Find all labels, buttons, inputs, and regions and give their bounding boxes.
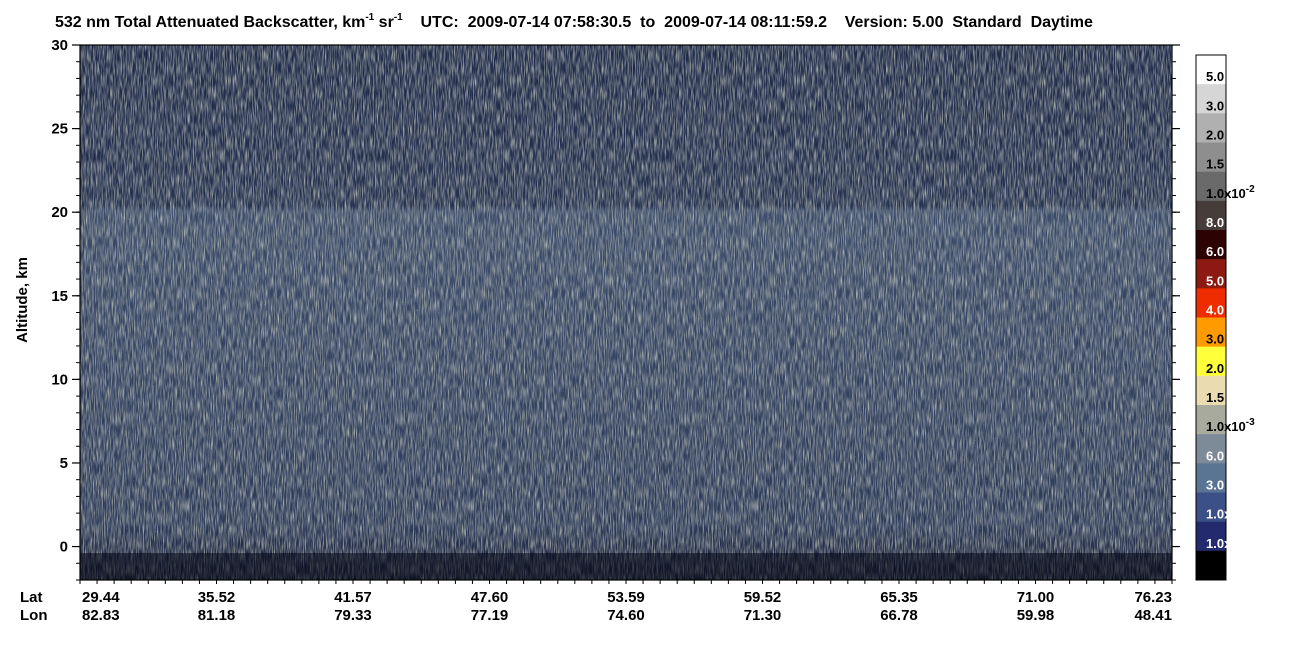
colorbar-swatch xyxy=(1196,113,1226,143)
colorbar-label-text: 3.0 xyxy=(1206,332,1224,347)
y-tick-label: 20 xyxy=(51,204,68,221)
colorbar-label-text: 2.0 xyxy=(1206,361,1224,376)
y-tick-label: 15 xyxy=(51,288,68,305)
colorbar-label-text: 1.0x10 xyxy=(1206,536,1246,551)
colorbar-swatch xyxy=(1196,317,1226,347)
colorbar-swatch xyxy=(1196,346,1226,377)
colorbar-swatch xyxy=(1196,492,1226,522)
colorbar-swatch xyxy=(1196,259,1226,289)
colorbar-label-exponent: -2 xyxy=(1246,184,1255,195)
colorbar-label: 3.0 xyxy=(1206,98,1224,113)
colorbar-label-text: 3.0 xyxy=(1206,478,1224,493)
colorbar-swatch xyxy=(1196,171,1226,202)
colorbar-label-text: 5.0 xyxy=(1206,69,1224,84)
colorbar-label-exponent: -4 xyxy=(1246,505,1255,516)
x-tick-label: 77.19 xyxy=(471,607,509,624)
title-text: 532 nm Total Attenuated Backscatter, km xyxy=(55,14,365,31)
colorbar-label-text: 6.0 xyxy=(1206,448,1224,463)
title-text: sr xyxy=(374,14,394,31)
colorbar-label-exponent: -3 xyxy=(1246,417,1255,428)
y-tick-label: 10 xyxy=(51,371,68,388)
plot-area xyxy=(79,44,1173,581)
colorbar-label: 2.0 xyxy=(1206,361,1224,376)
colorbar-swatch xyxy=(1196,84,1226,114)
colorbar-label-text: 5.0 xyxy=(1206,273,1224,288)
y-tick-label: 30 xyxy=(51,37,68,54)
colorbar-label-text: 1.5 xyxy=(1206,390,1224,405)
x-tick-label: 35.52 xyxy=(198,589,236,606)
colorbar-label-text: 1.0x10 xyxy=(1206,419,1246,434)
y-tick-label: 5 xyxy=(60,455,68,472)
colorbar-swatch xyxy=(1196,550,1226,581)
backscatter-speckle xyxy=(80,213,1172,553)
x-tick-label: 66.78 xyxy=(880,607,918,624)
colorbar-swatch xyxy=(1196,55,1226,85)
x-tick-label: 48.41 xyxy=(1134,607,1172,624)
colorbar-swatch xyxy=(1196,200,1226,231)
colorbar-label-text: 1.0x10 xyxy=(1206,186,1246,201)
colorbar-label-text: 4.0 xyxy=(1206,303,1224,318)
x-row-name: Lat xyxy=(20,589,43,606)
colorbar-label-text: 2.0 xyxy=(1206,128,1224,143)
colorbar-swatch xyxy=(1196,142,1226,172)
colorbar-label-text: 3.0 xyxy=(1206,98,1224,113)
colorbar-label: 1.5 xyxy=(1206,157,1224,172)
colorbar-swatch xyxy=(1196,434,1226,464)
chart-title: 532 nm Total Attenuated Backscatter, km-… xyxy=(55,12,1093,31)
colorbar-label: 4.0 xyxy=(1206,303,1224,318)
colorbar-label: 5.0 xyxy=(1206,273,1224,288)
colorbar-label: 1.0x10-2 xyxy=(1206,184,1255,201)
colorbar-swatch xyxy=(1196,288,1226,318)
x-tick-label: 29.44 xyxy=(82,589,120,606)
title-text: UTC: 2009-07-14 07:58:30.5 to 2009-07-14… xyxy=(403,14,1093,31)
y-tick-label: 0 xyxy=(60,539,68,556)
colorbar-label-text: 8.0 xyxy=(1206,215,1224,230)
colorbar-label: 5.0 xyxy=(1206,69,1224,84)
colorbar-swatch xyxy=(1196,375,1226,406)
title-superscript: -1 xyxy=(394,12,403,23)
x-tick-label: 59.52 xyxy=(744,589,782,606)
x-tick-label: 59.98 xyxy=(1017,607,1055,624)
below-surface xyxy=(80,553,1172,580)
colorbar-label: 1.0x10-5 xyxy=(1206,534,1255,551)
x-tick-label: 71.30 xyxy=(744,607,782,624)
x-tick-label: 71.00 xyxy=(1017,589,1055,606)
colorbar-frame xyxy=(1195,54,1227,581)
colorbar-swatch xyxy=(1196,230,1226,260)
y-tick-label: 25 xyxy=(51,121,68,138)
colorbar-label: 6.0 xyxy=(1206,244,1224,259)
colorbar-label: 3.0 xyxy=(1206,478,1224,493)
x-tick-label: 41.57 xyxy=(334,589,372,606)
colorbar-label: 1.5 xyxy=(1206,390,1224,405)
title-superscript: -1 xyxy=(365,12,374,23)
x-tick-label: 79.33 xyxy=(334,607,372,624)
y-axis-label: Altitude, km xyxy=(14,257,31,343)
x-tick-label: 53.59 xyxy=(607,589,645,606)
colorbar-label: 2.0 xyxy=(1206,128,1224,143)
colorbar-label: 6.0 xyxy=(1206,448,1224,463)
colorbar-label: 1.0x10-4 xyxy=(1206,505,1255,522)
x-row-name: Lon xyxy=(20,607,48,624)
x-tick-label: 82.83 xyxy=(82,607,120,624)
colorbar-label: 1.0x10-3 xyxy=(1206,417,1255,434)
colorbar-swatch xyxy=(1196,405,1226,435)
x-tick-label: 74.60 xyxy=(607,607,645,624)
colorbar-swatch xyxy=(1196,463,1226,493)
x-tick-label: 81.18 xyxy=(198,607,236,624)
x-tick-label: 47.60 xyxy=(471,589,509,606)
x-tick-label: 76.23 xyxy=(1134,589,1172,606)
colorbar-label: 8.0 xyxy=(1206,215,1224,230)
colorbar-label-exponent: -5 xyxy=(1246,534,1255,545)
colorbar-label-text: 1.0x10 xyxy=(1206,507,1246,522)
x-tick-label: 65.35 xyxy=(880,589,918,606)
colorbar-label: 3.0 xyxy=(1206,332,1224,347)
colorbar-label-text: 6.0 xyxy=(1206,244,1224,259)
colorbar-label-text: 1.5 xyxy=(1206,157,1224,172)
colorbar-swatch xyxy=(1196,521,1226,552)
